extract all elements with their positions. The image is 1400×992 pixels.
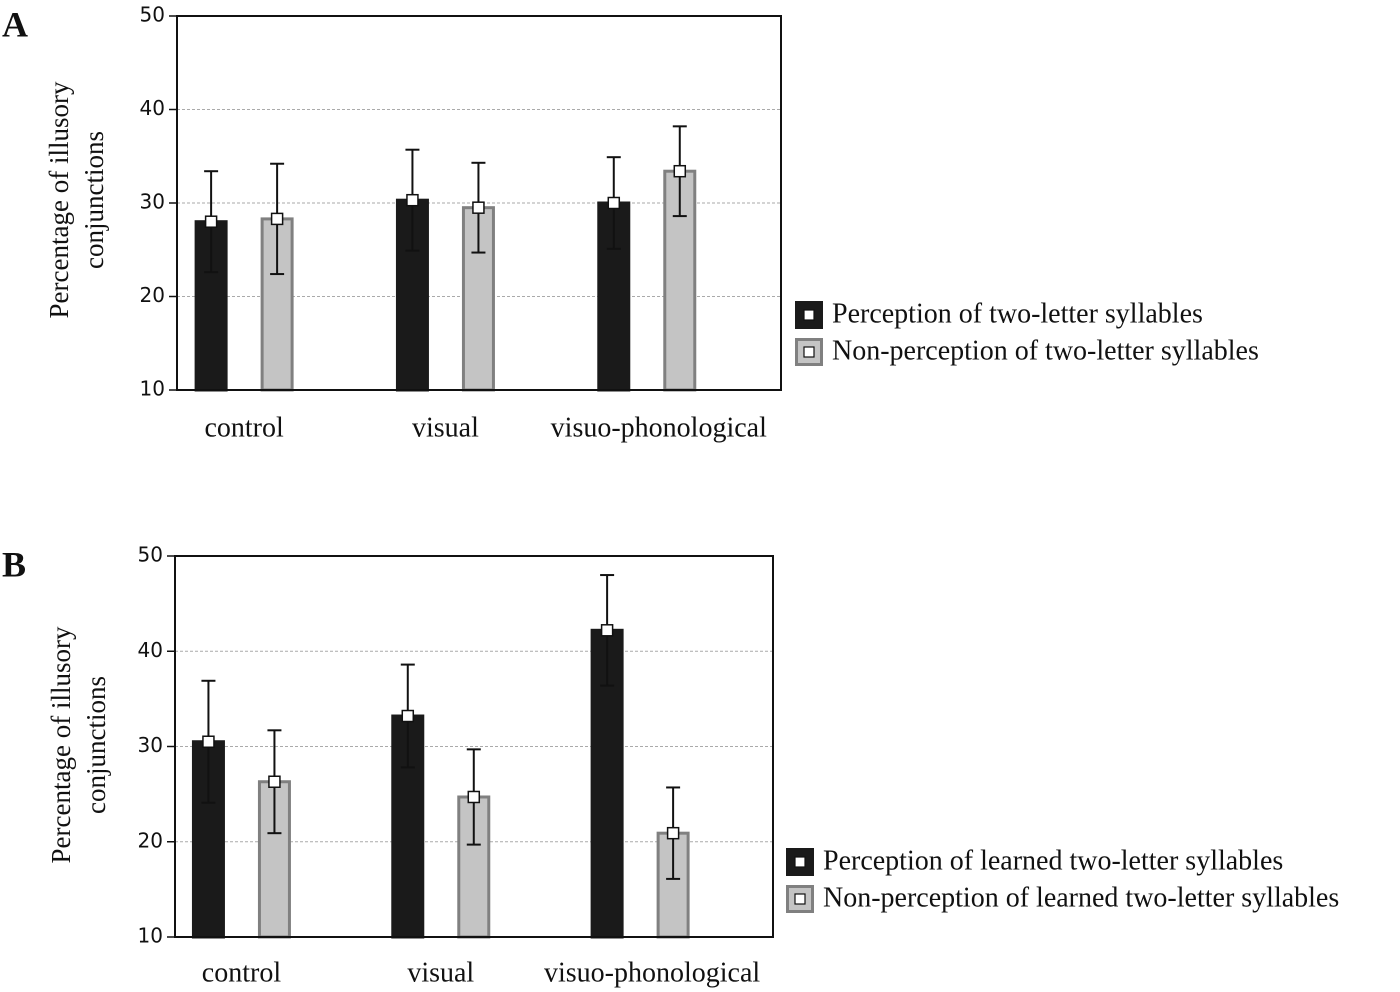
y-tick-label: 30 xyxy=(138,733,163,757)
legend-label: Non-perception of learned two-letter syl… xyxy=(823,882,1339,913)
x-tick-label: visuo-phonological xyxy=(544,957,760,988)
mean-marker xyxy=(600,624,614,637)
legend-swatch xyxy=(795,301,823,329)
y-axis-label: conjunctions xyxy=(79,131,109,269)
x-tick-label: control xyxy=(204,412,284,443)
panel-label: A xyxy=(2,4,28,44)
y-tick-label: 50 xyxy=(138,543,163,567)
legend-label: Perception of learned two-letter syllabl… xyxy=(823,845,1283,876)
mean-marker xyxy=(202,735,215,748)
mean-marker xyxy=(204,215,218,228)
plot-frame xyxy=(176,15,782,391)
x-tick-label: visuo-phonological xyxy=(551,412,767,443)
y-axis-label: Percentage of illusory xyxy=(46,626,76,863)
mean-marker xyxy=(406,193,419,207)
y-tick-label: 10 xyxy=(138,924,163,948)
legend-marker xyxy=(794,893,806,905)
y-tick-label: 20 xyxy=(138,828,163,852)
y-axis-label: Percentage of illusory xyxy=(44,81,74,318)
mean-marker xyxy=(673,164,687,178)
legend-marker xyxy=(803,309,815,321)
mean-marker xyxy=(401,709,415,723)
legend-label: Non-perception of two-letter syllables xyxy=(832,335,1259,366)
mean-marker xyxy=(607,196,621,210)
y-tick-label: 40 xyxy=(138,638,163,662)
y-tick-label: 20 xyxy=(140,283,165,307)
x-tick-label: visual xyxy=(407,957,474,988)
mean-marker xyxy=(472,201,485,214)
y-axis-label: conjunctions xyxy=(81,676,111,814)
bar xyxy=(257,780,291,939)
y-tick-label: 50 xyxy=(140,3,165,27)
panel-label: B xyxy=(2,544,26,584)
y-tick-label: 10 xyxy=(140,377,165,401)
x-tick-label: visual xyxy=(412,412,479,443)
mean-marker xyxy=(666,826,680,840)
mean-marker xyxy=(268,775,281,788)
legend-marker xyxy=(803,346,815,358)
plot-frame xyxy=(174,555,774,938)
x-tick-label: control xyxy=(202,957,282,988)
legend-marker xyxy=(794,856,806,868)
y-tick-label: 40 xyxy=(140,96,165,120)
mean-marker xyxy=(467,790,481,804)
y-tick-label: 30 xyxy=(140,190,165,214)
mean-marker xyxy=(270,212,284,226)
legend-label: Perception of two-letter syllables xyxy=(832,298,1203,329)
legend-swatch xyxy=(786,848,814,876)
